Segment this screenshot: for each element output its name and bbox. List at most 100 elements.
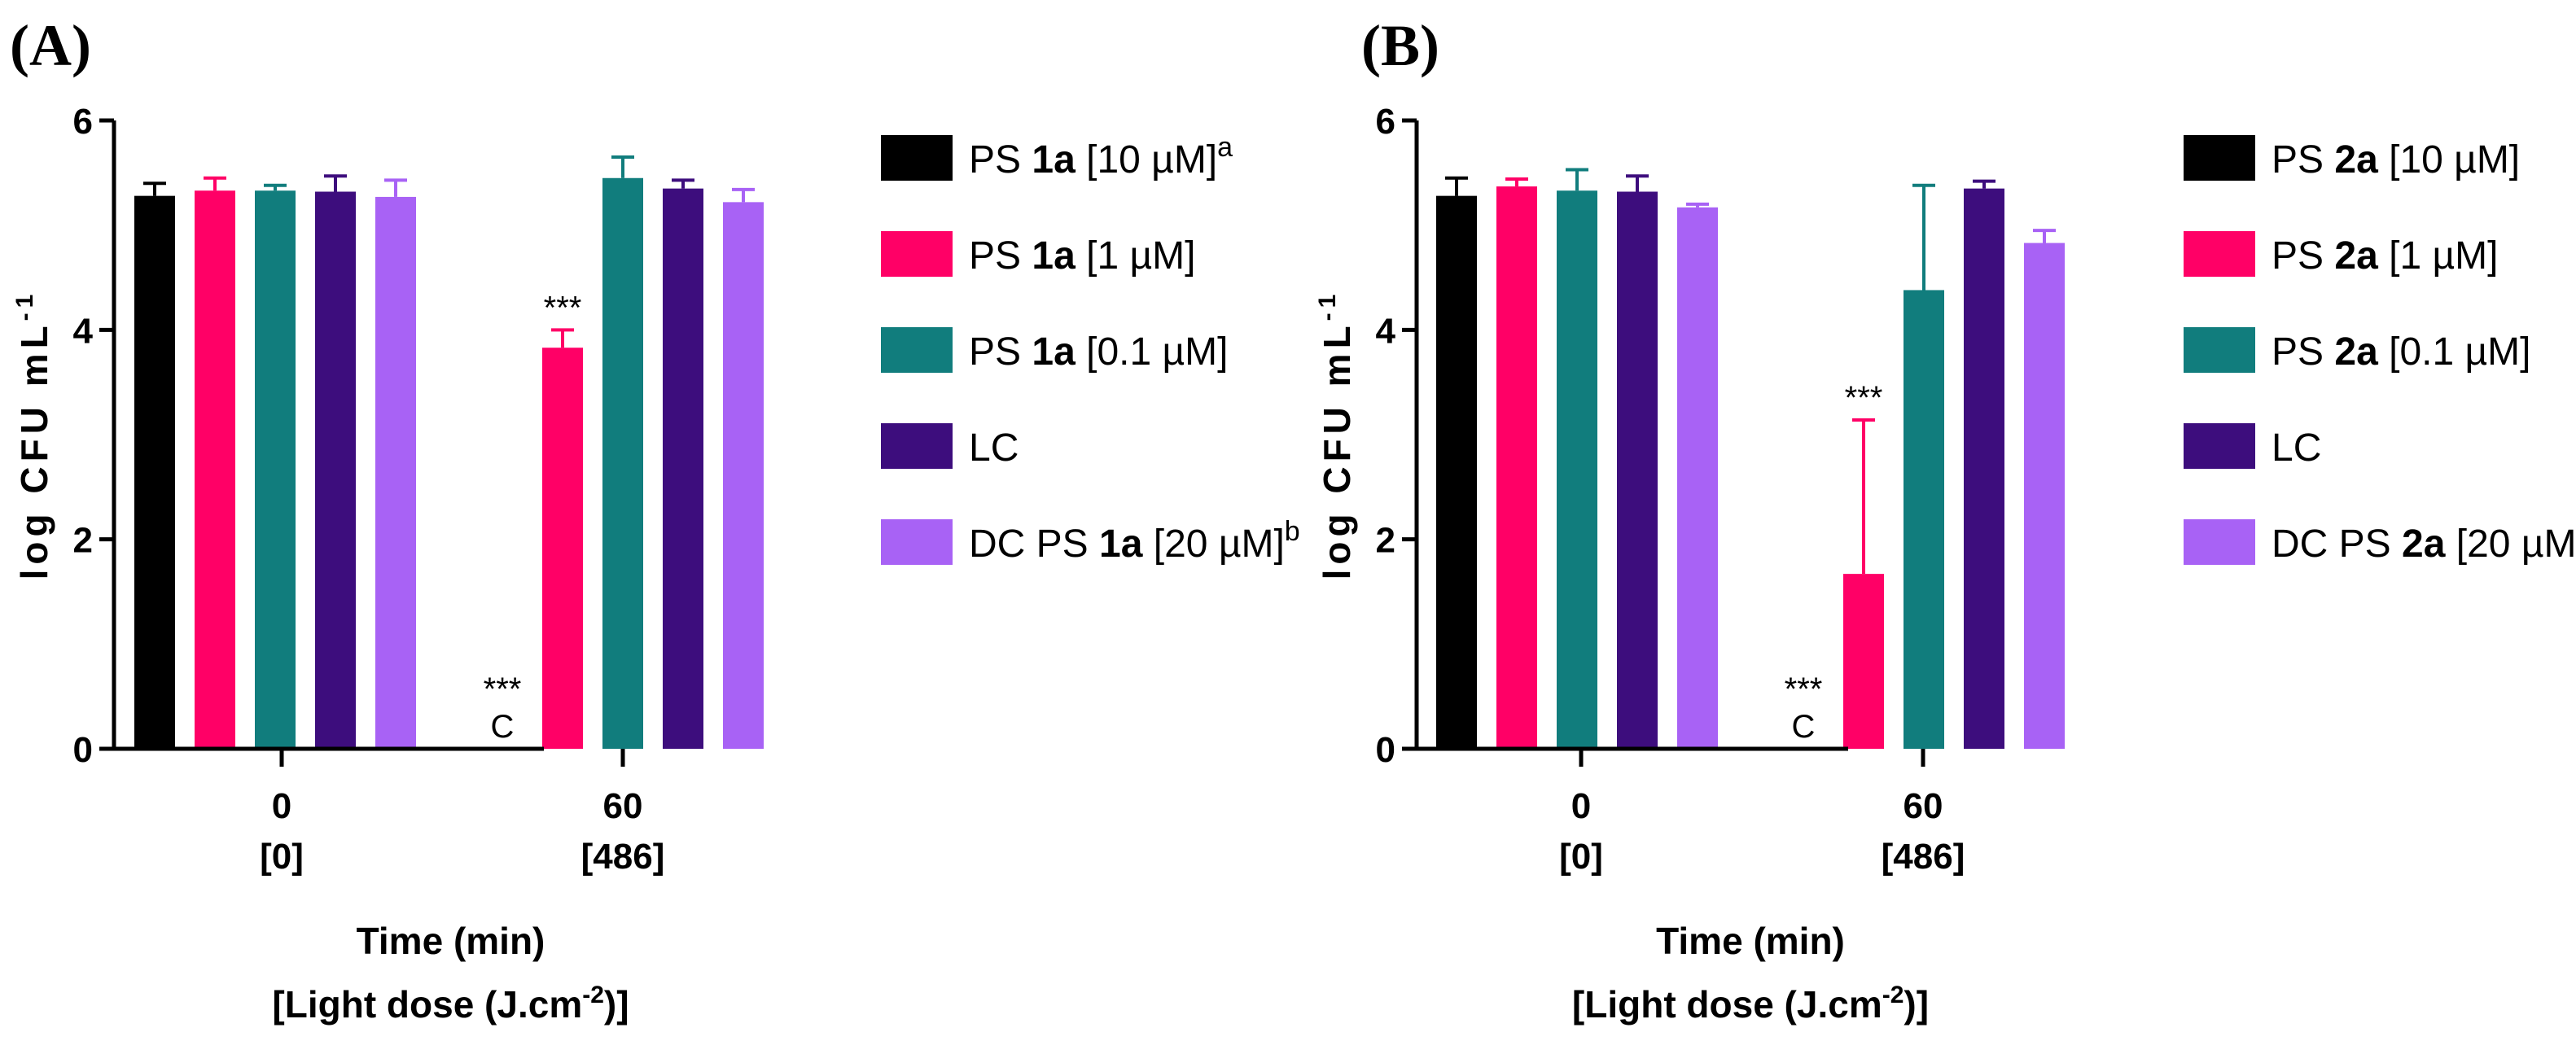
legend-entry-2: PS 1a [1 µM] bbox=[881, 231, 1195, 278]
error-bar-2-cat-1 bbox=[1505, 177, 1528, 187]
bar-4-cat-1 bbox=[1617, 191, 1658, 749]
legend-swatch bbox=[2184, 519, 2255, 565]
legend-entry-5: DC PS 2a [20 µM]b bbox=[2184, 516, 2576, 566]
bar-2-cat-1 bbox=[195, 190, 235, 749]
legend-label-compound: 2a bbox=[2334, 138, 2378, 181]
bar-5-cat-2 bbox=[2024, 243, 2065, 749]
y-axis-title-text: log CFU mL bbox=[13, 321, 55, 579]
legend-label-text: [20 µM] bbox=[1142, 523, 1284, 566]
bar-4-cat-2 bbox=[1964, 188, 2004, 750]
error-bar-1-cat-1 bbox=[143, 181, 166, 196]
legend-label-prefix: PS bbox=[969, 138, 1032, 181]
panel-label: (B) bbox=[1361, 13, 1439, 78]
x-axis-title: Time (min) bbox=[357, 920, 545, 962]
bar-5-cat-2 bbox=[723, 202, 764, 750]
x-axis-subtitle-text: [Light dose (J.cm bbox=[272, 983, 582, 1026]
y-tick-label: 0 bbox=[73, 730, 93, 770]
legend-label-sup: b bbox=[1285, 516, 1300, 547]
legend-swatch bbox=[2184, 231, 2255, 277]
legend-swatch bbox=[881, 135, 953, 181]
significance-stars: *** bbox=[544, 290, 582, 326]
legend-label-compound: 1a bbox=[1099, 523, 1143, 566]
legend-label-prefix: PS bbox=[2272, 138, 2334, 181]
complete-kill-marker: C bbox=[1792, 709, 1816, 745]
y-tick-label: 4 bbox=[1376, 311, 1396, 351]
y-axis-title: log CFU mL-1 bbox=[1314, 290, 1358, 580]
error-bar-1-cat-1 bbox=[1445, 176, 1468, 196]
legend-entry-5: DC PS 1a [20 µM]b bbox=[881, 516, 1300, 566]
error-bar-4-cat-2 bbox=[1973, 179, 1996, 189]
y-axis-title-text: log CFU mL bbox=[1316, 321, 1358, 579]
y-tick-label: 2 bbox=[73, 521, 93, 561]
legend-entry-2: PS 2a [1 µM] bbox=[2184, 231, 2498, 278]
legend-entry-4: LC bbox=[881, 423, 1019, 470]
legend-entry-1: PS 1a [10 µM]a bbox=[881, 132, 1233, 181]
legend-label-compound: 1a bbox=[1032, 234, 1076, 278]
y-axis-title-sup: -1 bbox=[11, 290, 38, 321]
legend-label-prefix: PS bbox=[969, 234, 1032, 278]
legend-label-prefix: PS bbox=[2272, 330, 2334, 374]
bar-3-cat-1 bbox=[1557, 190, 1597, 749]
x-tick-label-dose: [0] bbox=[260, 837, 304, 877]
x-axis-title: Time (min) bbox=[1656, 920, 1845, 962]
significance-stars: *** bbox=[1785, 671, 1823, 707]
error-bar-3-cat-2 bbox=[1912, 183, 1935, 291]
legend-label: PS 2a [10 µM] bbox=[2272, 138, 2520, 181]
x-axis-subtitle-sup: -2 bbox=[582, 982, 604, 1008]
legend-entry-4: LC bbox=[2184, 423, 2321, 470]
legend-swatch bbox=[881, 423, 953, 469]
legend-label-text: [10 µM] bbox=[1076, 138, 1217, 181]
y-axis-title-sup: -1 bbox=[1314, 290, 1341, 321]
panel-label: (A) bbox=[10, 13, 91, 78]
error-bar-4-cat-2 bbox=[672, 178, 694, 189]
x-axis-subtitle-text: [Light dose (J.cm bbox=[1572, 983, 1882, 1026]
legend-label: PS 1a [1 µM] bbox=[969, 234, 1195, 278]
error-bar-3-cat-1 bbox=[264, 183, 287, 191]
legend-label-text: [1 µM] bbox=[2378, 234, 2499, 278]
legend-label: PS 1a [0.1 µM] bbox=[969, 330, 1228, 374]
error-bar-5-cat-2 bbox=[732, 187, 755, 203]
error-bar-3-cat-1 bbox=[1566, 168, 1588, 191]
bar-1-cat-1 bbox=[1436, 195, 1477, 749]
x-axis-subtitle-end: )] bbox=[604, 983, 629, 1026]
legend-swatch bbox=[2184, 135, 2255, 181]
x-tick-label-time: 0 bbox=[272, 786, 291, 826]
error-bar-3-cat-2 bbox=[611, 155, 634, 178]
legend-label-compound: 2a bbox=[2334, 330, 2378, 374]
legend-label: DC PS 2a [20 µM]b bbox=[2272, 516, 2576, 566]
bar-3-cat-1 bbox=[255, 190, 296, 749]
legend-label: PS 2a [1 µM] bbox=[2272, 234, 2498, 278]
bar-3-cat-2 bbox=[602, 177, 643, 749]
x-tick-label-time: 60 bbox=[1904, 786, 1943, 826]
bar-3-cat-2 bbox=[1904, 290, 1944, 749]
legend-label: PS 1a [10 µM]a bbox=[969, 132, 1233, 181]
legend-swatch bbox=[881, 327, 953, 373]
y-tick-label: 0 bbox=[1376, 730, 1395, 770]
bar-5-cat-1 bbox=[1677, 207, 1718, 749]
significance-stars: *** bbox=[484, 671, 522, 707]
y-tick-label: 4 bbox=[73, 311, 94, 351]
bar-4-cat-2 bbox=[663, 188, 703, 750]
bar-2-cat-2 bbox=[1843, 574, 1884, 749]
x-tick-label-time: 60 bbox=[603, 786, 643, 826]
legend-swatch bbox=[2184, 423, 2255, 469]
legend-label-prefix: DC PS bbox=[969, 523, 1099, 566]
legend-label: DC PS 1a [20 µM]b bbox=[969, 516, 1300, 566]
bar-1-cat-1 bbox=[134, 195, 175, 749]
legend-label-prefix: DC PS bbox=[2272, 523, 2402, 566]
legend-label: LC bbox=[969, 426, 1019, 470]
error-bar-2-cat-2 bbox=[1852, 418, 1875, 575]
error-bar-2-cat-2 bbox=[551, 328, 574, 348]
legend-label: LC bbox=[2272, 426, 2321, 470]
y-tick-label: 2 bbox=[1376, 521, 1395, 561]
legend-label-text: [10 µM] bbox=[2378, 138, 2520, 181]
legend-label-text: [0.1 µM] bbox=[2378, 330, 2531, 374]
y-tick-label: 6 bbox=[1376, 102, 1395, 142]
legend-entry-3: PS 2a [0.1 µM] bbox=[2184, 327, 2530, 374]
legend-label-prefix: PS bbox=[2272, 234, 2334, 278]
legend-label-sup: a bbox=[1217, 132, 1233, 163]
legend-label-compound: 1a bbox=[1032, 330, 1076, 374]
x-tick-label-dose: [486] bbox=[581, 837, 665, 877]
